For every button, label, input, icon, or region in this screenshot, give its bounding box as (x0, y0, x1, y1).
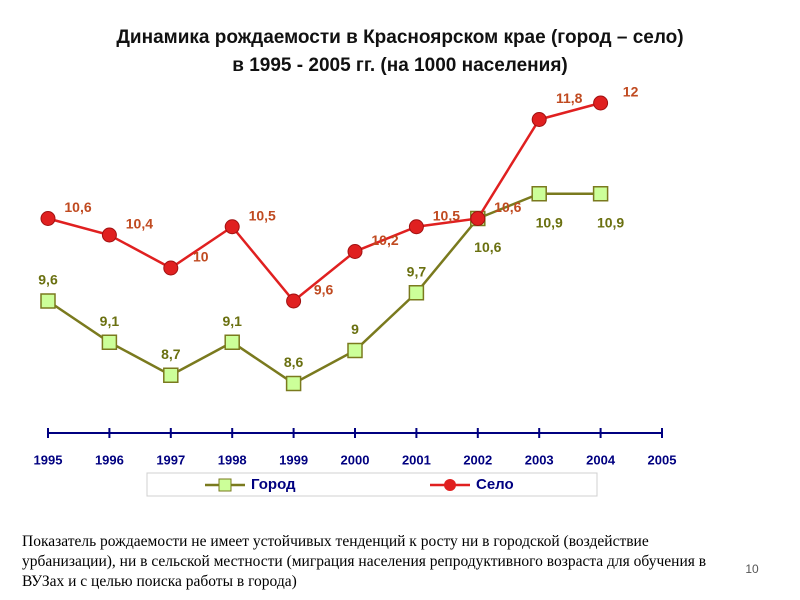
marker (163, 260, 179, 276)
data-label: 9 (351, 321, 359, 337)
data-label: 9,1 (222, 313, 242, 329)
marker (285, 375, 302, 392)
page-number: 10 (745, 562, 759, 576)
marker (408, 219, 424, 235)
x-tick-label: 1997 (156, 452, 185, 467)
legend-marker (444, 479, 456, 491)
data-label: 10,9 (597, 214, 624, 230)
legend-label: Город (251, 476, 296, 493)
x-tick-label: 1995 (34, 452, 63, 467)
x-tick-label: 2004 (586, 452, 616, 467)
x-tick-label: 1999 (279, 452, 308, 467)
marker (101, 227, 117, 243)
x-tick-label: 2002 (463, 452, 492, 467)
x-tick-label: 2005 (648, 452, 677, 467)
note-box: Показатель рождаемости не имеет устойчив… (22, 533, 707, 590)
marker (593, 95, 609, 111)
marker (40, 211, 56, 226)
data-label: 10,5 (433, 207, 460, 223)
data-label: 9,7 (407, 263, 427, 279)
legend-box (146, 472, 598, 497)
data-label: 9,6 (38, 272, 58, 288)
marker (592, 186, 609, 202)
series-line (47, 192, 601, 385)
x-tick-label: 1996 (95, 452, 124, 467)
marker (286, 293, 302, 309)
series-line (47, 101, 601, 303)
marker (470, 211, 486, 226)
data-label: 11,8 (556, 90, 583, 106)
x-tick-label: 2003 (525, 452, 554, 467)
data-label: 10,9 (536, 214, 563, 230)
data-label: 10,5 (249, 207, 276, 223)
data-label: 10,6 (64, 199, 91, 215)
data-label: 8,7 (161, 346, 181, 362)
title-line: Динамика рождаемости в Красноярском крае… (116, 27, 683, 48)
marker (531, 112, 547, 127)
legend-marker (218, 478, 232, 492)
marker (101, 334, 118, 350)
data-label: 10 (193, 249, 209, 265)
marker (40, 293, 56, 309)
marker (531, 186, 547, 202)
note: Показатель рождаемости не имеет устойчив… (22, 533, 707, 590)
title-line: в 1995 - 2005 гг. (на 1000 населения) (232, 55, 567, 76)
marker (163, 367, 179, 383)
marker (224, 219, 240, 235)
data-label: 12 (623, 84, 639, 100)
x-tick-label: 1998 (218, 452, 247, 467)
marker (347, 244, 363, 259)
marker (224, 334, 240, 350)
x-tick-label: 2000 (341, 452, 370, 467)
data-label: 10,2 (371, 232, 398, 248)
marker (347, 342, 363, 359)
data-label: 10,4 (126, 216, 153, 232)
marker (408, 285, 425, 301)
x-tick-label: 2001 (402, 452, 431, 467)
legend-label: Село (476, 476, 514, 493)
data-label: 9,6 (314, 282, 334, 298)
data-label: 10,6 (474, 239, 501, 255)
data-label: 9,1 (100, 313, 120, 329)
data-label: 10,6 (494, 199, 521, 215)
data-label: 8,6 (284, 354, 304, 370)
